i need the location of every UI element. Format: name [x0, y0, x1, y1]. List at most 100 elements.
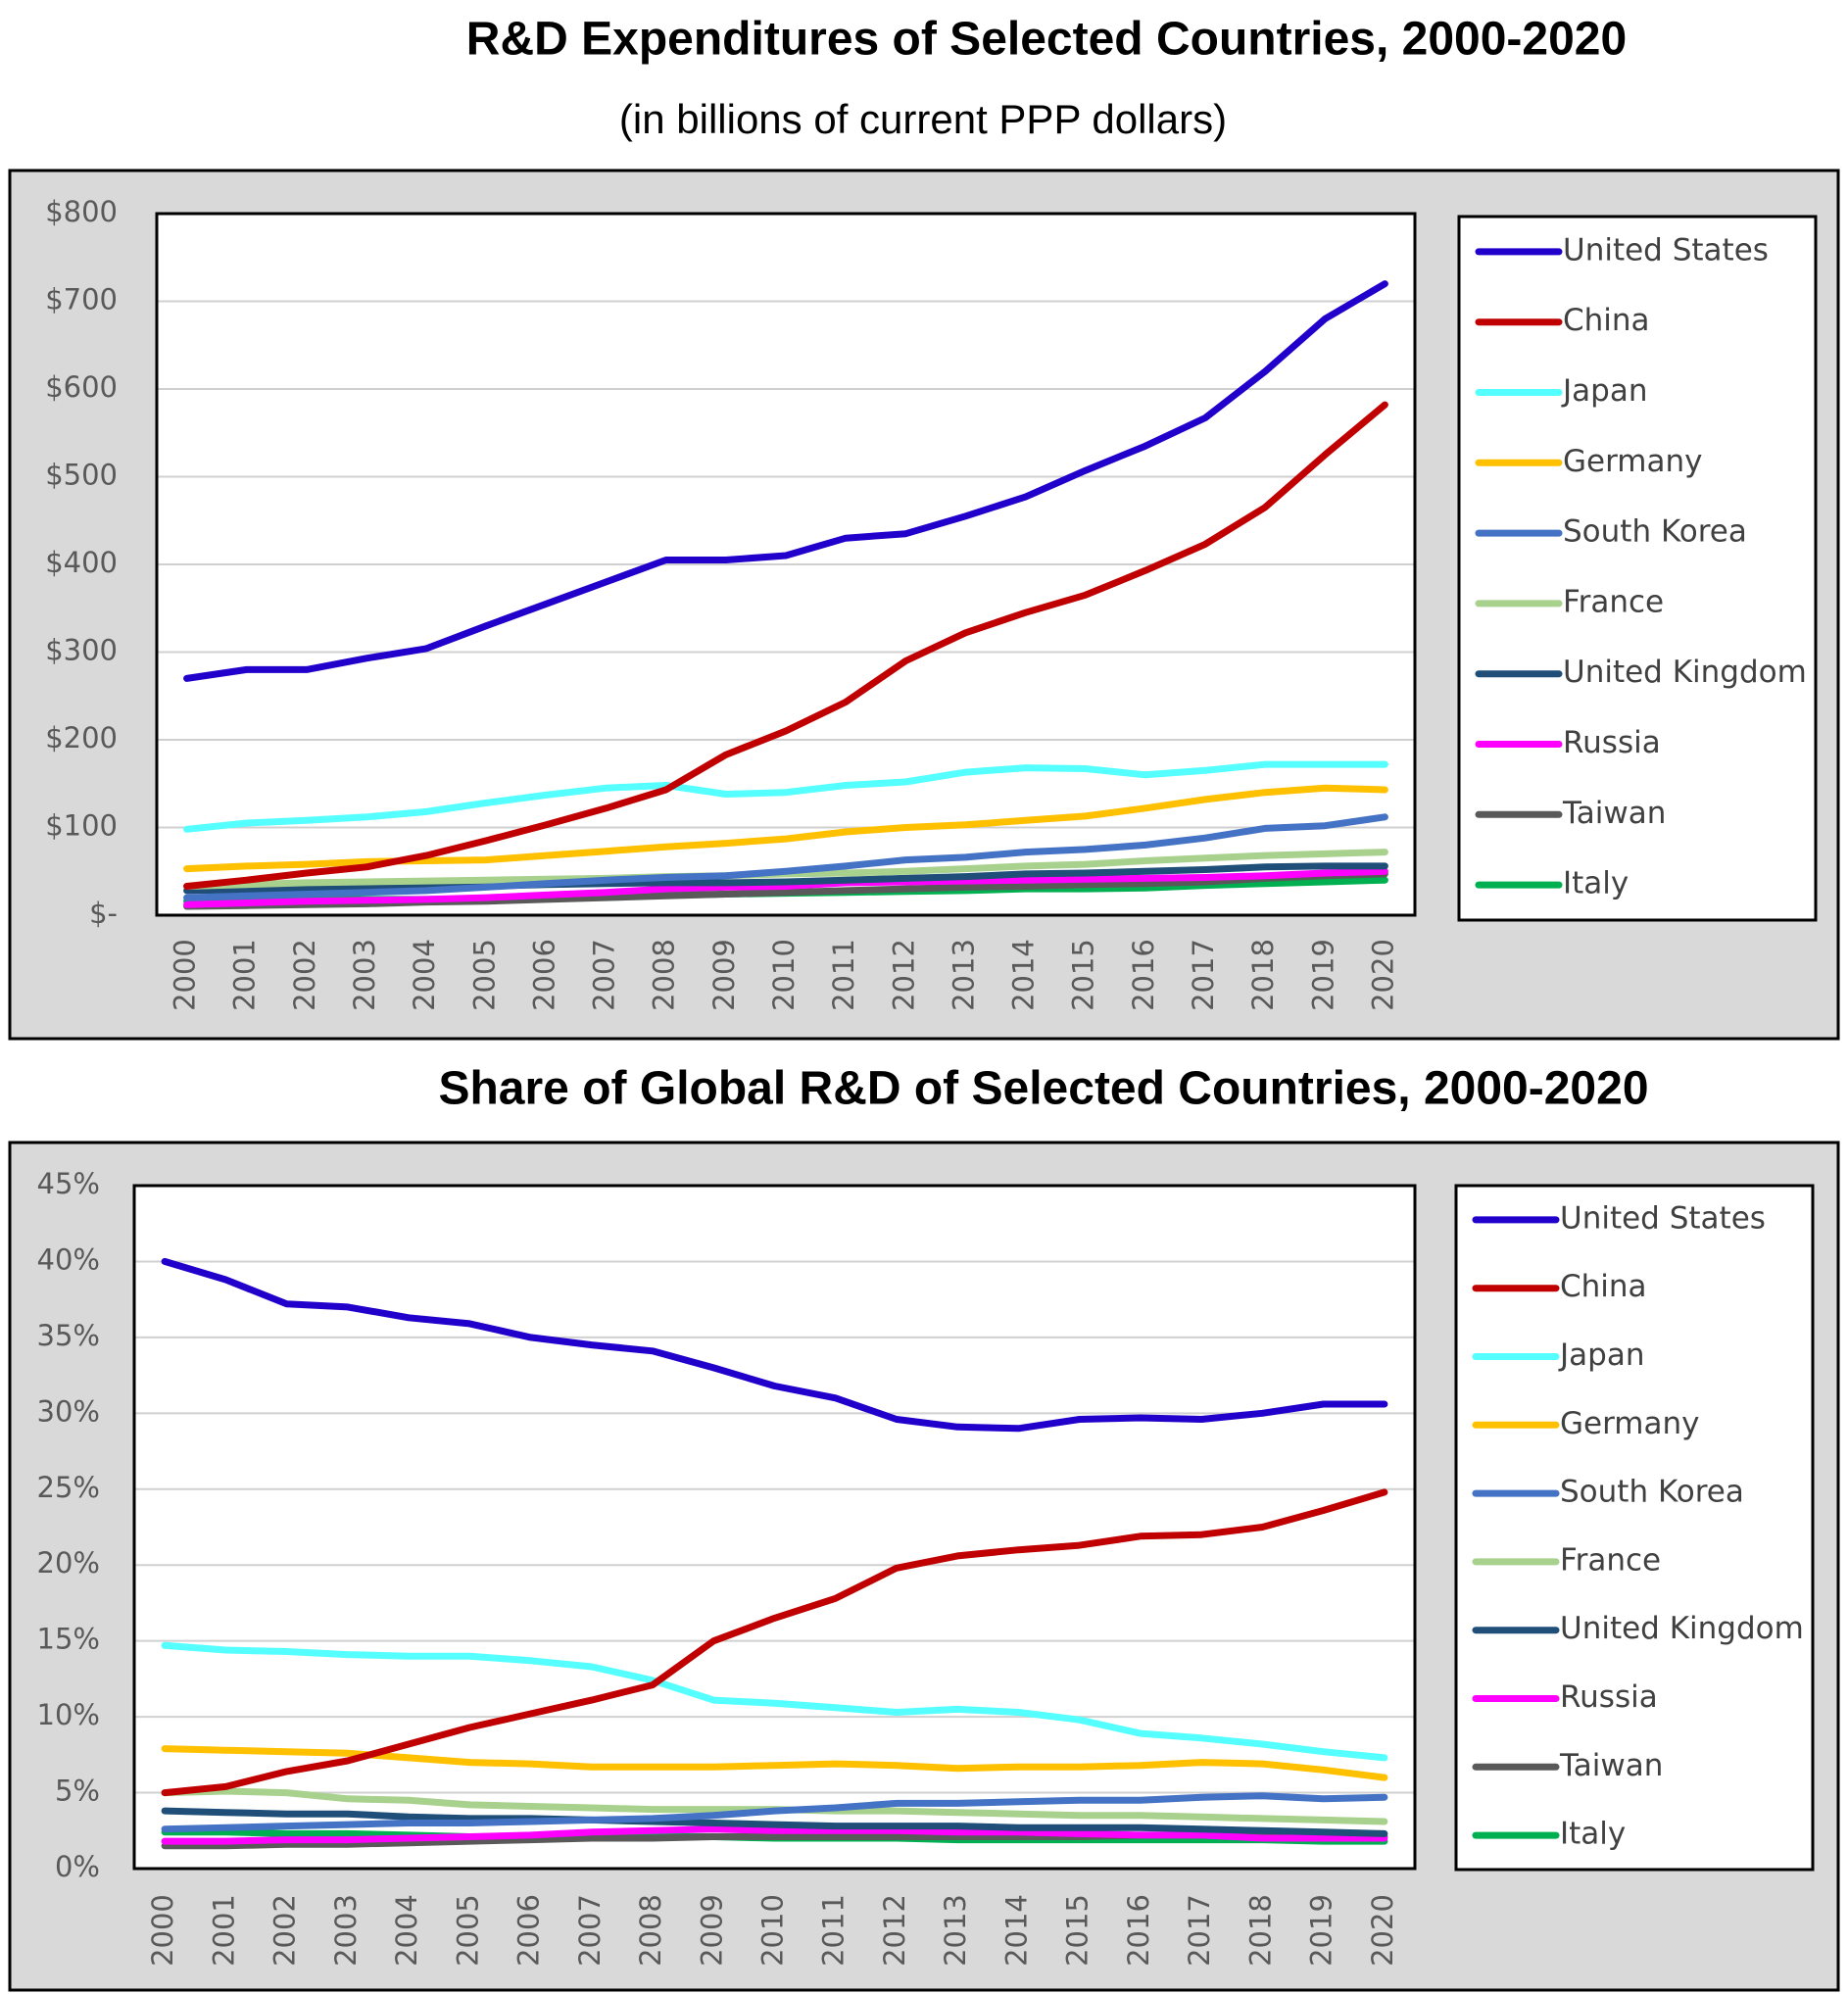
x-tick-label: 2004	[390, 1894, 423, 1967]
x-tick-label: 2014	[1007, 939, 1041, 1011]
x-tick-label: 2003	[348, 939, 381, 1011]
chart-title: Share of Global R&D of Selected Countrie…	[438, 1063, 1648, 1115]
x-tick-label: 2003	[329, 1894, 363, 1967]
x-tick-label: 2001	[207, 1894, 240, 1967]
x-tick-label: 2005	[451, 1894, 484, 1967]
series-line	[161, 1825, 1388, 1845]
y-tick-label: 35%	[37, 1319, 100, 1352]
y-tick-label: $100	[45, 809, 118, 843]
y-tick-label: 40%	[37, 1242, 100, 1276]
x-tick-label: 2016	[1127, 939, 1160, 1011]
y-tick-label: 20%	[37, 1546, 100, 1580]
y-tick-label: $400	[45, 546, 118, 579]
x-tick-label: 2013	[939, 1894, 972, 1967]
legend-label: Russia	[1563, 725, 1661, 760]
legend-label: Italy	[1560, 1817, 1626, 1852]
x-tick-label: 2010	[767, 939, 801, 1011]
legend-label: Taiwan	[1562, 796, 1666, 831]
y-tick-label: $600	[45, 370, 118, 404]
x-tick-label: 2009	[695, 1894, 728, 1967]
x-tick-label: 2000	[146, 1894, 179, 1967]
series-line	[161, 1257, 1388, 1433]
x-tick-label: 2015	[1067, 939, 1100, 1011]
series-line	[161, 1792, 1388, 1833]
legend-label: Italy	[1563, 866, 1629, 901]
series-line	[183, 760, 1388, 833]
x-tick-label: 2013	[947, 939, 980, 1011]
x-tick-label: 2019	[1306, 939, 1339, 1011]
x-tick-label: 2014	[999, 1894, 1033, 1967]
y-tick-label: 45%	[37, 1167, 100, 1200]
legend-label: China	[1560, 1269, 1647, 1304]
legend-label: France	[1560, 1542, 1661, 1578]
legend-label: Germany	[1563, 444, 1702, 479]
legend-label: South Korea	[1563, 514, 1747, 550]
x-tick-label: 2006	[512, 1894, 546, 1967]
x-tick-label: 2007	[573, 1894, 607, 1967]
plot-border	[132, 1184, 1417, 1871]
x-tick-label: 2000	[169, 939, 202, 1011]
x-tick-label: 2018	[1246, 939, 1280, 1011]
series-line	[183, 867, 1388, 908]
x-tick-label: 2016	[1122, 1894, 1155, 1967]
legend-box	[1457, 215, 1818, 922]
series-line	[161, 1488, 1388, 1797]
y-tick-label: $300	[45, 634, 118, 667]
x-tick-label: 2009	[707, 939, 741, 1011]
y-tick-label: 5%	[55, 1775, 100, 1808]
x-tick-label: 2002	[288, 939, 321, 1011]
legend-box	[1454, 1184, 1815, 1872]
y-tick-label: 25%	[37, 1471, 100, 1504]
legend-label: Japan	[1561, 373, 1647, 409]
y-tick-label: $800	[45, 195, 118, 228]
x-tick-label: 2011	[817, 1894, 851, 1967]
legend-label: Japan	[1558, 1337, 1644, 1373]
x-tick-label: 2020	[1366, 939, 1399, 1011]
x-tick-label: 2008	[634, 1894, 667, 1967]
legend-label: Taiwan	[1559, 1748, 1663, 1783]
x-tick-label: 2008	[648, 939, 681, 1011]
y-tick-label: $-	[89, 897, 118, 930]
series-line	[183, 862, 1388, 895]
x-tick-label: 2017	[1183, 1894, 1216, 1967]
y-tick-label: $500	[45, 459, 118, 492]
x-tick-label: 2011	[827, 939, 860, 1011]
series-line	[183, 280, 1388, 682]
x-tick-label: 2017	[1187, 939, 1220, 1011]
y-tick-label: 30%	[37, 1394, 100, 1428]
x-tick-label: 2012	[878, 1894, 911, 1967]
x-tick-label: 2006	[527, 939, 560, 1011]
y-tick-label: 15%	[37, 1623, 100, 1656]
series-line	[161, 1807, 1388, 1837]
legend-label: Russia	[1560, 1679, 1658, 1715]
x-tick-label: 2001	[228, 939, 262, 1011]
plot-border	[155, 212, 1417, 917]
series-line	[161, 1641, 1388, 1762]
y-tick-label: $700	[45, 283, 118, 316]
chart-subtitle: (in billions of current PPP dollars)	[619, 96, 1227, 142]
x-tick-label: 2015	[1061, 1894, 1094, 1967]
legend-label: France	[1563, 584, 1664, 619]
legend-label: United Kingdom	[1560, 1611, 1804, 1646]
legend-label: United States	[1563, 232, 1769, 267]
x-tick-label: 2012	[887, 939, 920, 1011]
x-tick-label: 2004	[408, 939, 441, 1011]
y-tick-label: $200	[45, 721, 118, 754]
legend-label: Germany	[1560, 1406, 1699, 1441]
x-tick-label: 2010	[756, 1894, 790, 1967]
series-line	[183, 813, 1388, 901]
y-tick-label: 0%	[55, 1850, 100, 1883]
legend-label: China	[1563, 303, 1650, 338]
legend-label: United Kingdom	[1563, 655, 1807, 690]
y-tick-label: 10%	[37, 1698, 100, 1731]
x-tick-label: 2005	[467, 939, 501, 1011]
x-tick-label: 2020	[1366, 1894, 1399, 1967]
x-tick-label: 2002	[268, 1894, 302, 1967]
chart-title: R&D Expenditures of Selected Countries, …	[466, 14, 1627, 66]
legend-label: United States	[1560, 1200, 1766, 1236]
x-tick-label: 2018	[1243, 1894, 1277, 1967]
x-tick-label: 2007	[588, 939, 621, 1011]
legend-label: South Korea	[1560, 1475, 1744, 1510]
series-line	[183, 401, 1388, 890]
